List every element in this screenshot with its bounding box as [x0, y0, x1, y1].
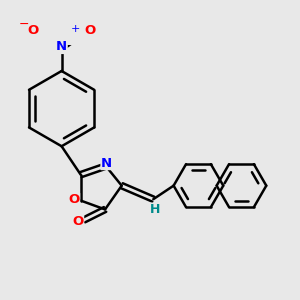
Text: H: H [150, 203, 160, 216]
Text: N: N [101, 157, 112, 169]
Text: N: N [56, 40, 67, 53]
Text: O: O [68, 193, 80, 206]
Text: O: O [72, 215, 84, 228]
Text: O: O [85, 24, 96, 37]
Text: O: O [27, 24, 39, 37]
Text: −: − [19, 18, 29, 31]
Text: +: + [70, 24, 80, 34]
